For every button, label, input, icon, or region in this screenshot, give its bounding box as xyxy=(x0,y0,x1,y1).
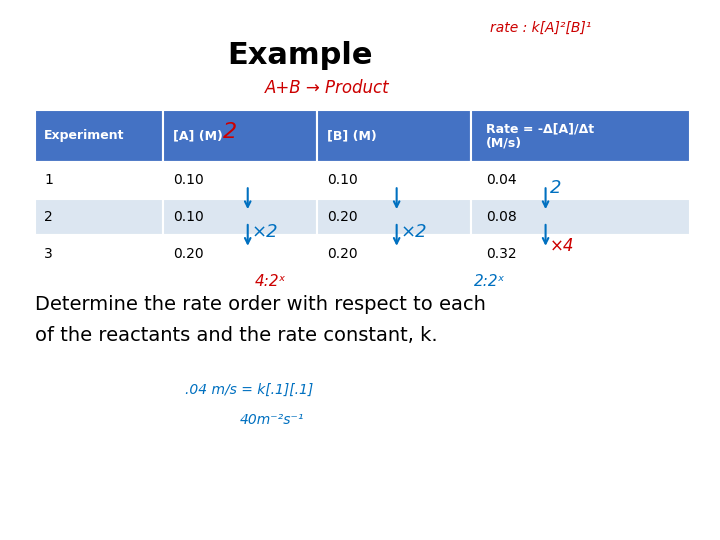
Text: 0.08: 0.08 xyxy=(486,210,517,224)
Bar xyxy=(163,110,317,162)
Text: 2: 2 xyxy=(549,179,561,197)
Text: Determine the rate order with respect to each
of the reactants and the rate cons: Determine the rate order with respect to… xyxy=(35,295,486,345)
Text: 3: 3 xyxy=(44,247,53,261)
Text: Experiment: Experiment xyxy=(44,130,125,143)
Text: Example: Example xyxy=(228,40,373,70)
Bar xyxy=(163,199,317,235)
Text: 0.32: 0.32 xyxy=(486,247,516,261)
Bar xyxy=(35,162,163,199)
Text: 2:2ˣ: 2:2ˣ xyxy=(474,274,505,289)
Text: 0.20: 0.20 xyxy=(174,247,204,261)
Text: ×2: ×2 xyxy=(400,224,427,241)
Bar xyxy=(317,162,471,199)
Text: 40m⁻²s⁻¹: 40m⁻²s⁻¹ xyxy=(240,413,305,427)
Text: 2: 2 xyxy=(222,122,237,142)
Text: [A] (M): [A] (M) xyxy=(174,130,223,143)
Text: 0.10: 0.10 xyxy=(328,173,358,187)
Text: ×4: ×4 xyxy=(549,237,574,255)
Text: 0.20: 0.20 xyxy=(328,247,358,261)
Text: rate : k[A]²[B]¹: rate : k[A]²[B]¹ xyxy=(490,21,591,35)
Text: 2: 2 xyxy=(44,210,53,224)
Text: A+B → Product: A+B → Product xyxy=(265,79,390,97)
Text: 0.10: 0.10 xyxy=(174,173,204,187)
Text: 4:2ˣ: 4:2ˣ xyxy=(254,274,286,289)
Text: Rate = -Δ[A]/Δt
(M/s): Rate = -Δ[A]/Δt (M/s) xyxy=(486,122,594,150)
Bar xyxy=(317,110,471,162)
Bar xyxy=(317,235,471,272)
Bar xyxy=(35,199,163,235)
Bar xyxy=(35,110,163,162)
Bar xyxy=(163,235,317,272)
Text: .04 m/s = k[.1][.1]: .04 m/s = k[.1][.1] xyxy=(185,383,313,397)
Bar xyxy=(35,235,163,272)
Text: 1: 1 xyxy=(44,173,53,187)
Text: 0.10: 0.10 xyxy=(174,210,204,224)
Bar xyxy=(471,110,690,162)
Bar xyxy=(471,199,690,235)
Bar xyxy=(471,162,690,199)
Bar xyxy=(317,199,471,235)
Text: 0.04: 0.04 xyxy=(486,173,516,187)
Text: [B] (M): [B] (M) xyxy=(328,130,377,143)
Text: 0.20: 0.20 xyxy=(328,210,358,224)
Bar xyxy=(163,162,317,199)
Text: ×2: ×2 xyxy=(252,224,279,241)
Bar xyxy=(471,235,690,272)
